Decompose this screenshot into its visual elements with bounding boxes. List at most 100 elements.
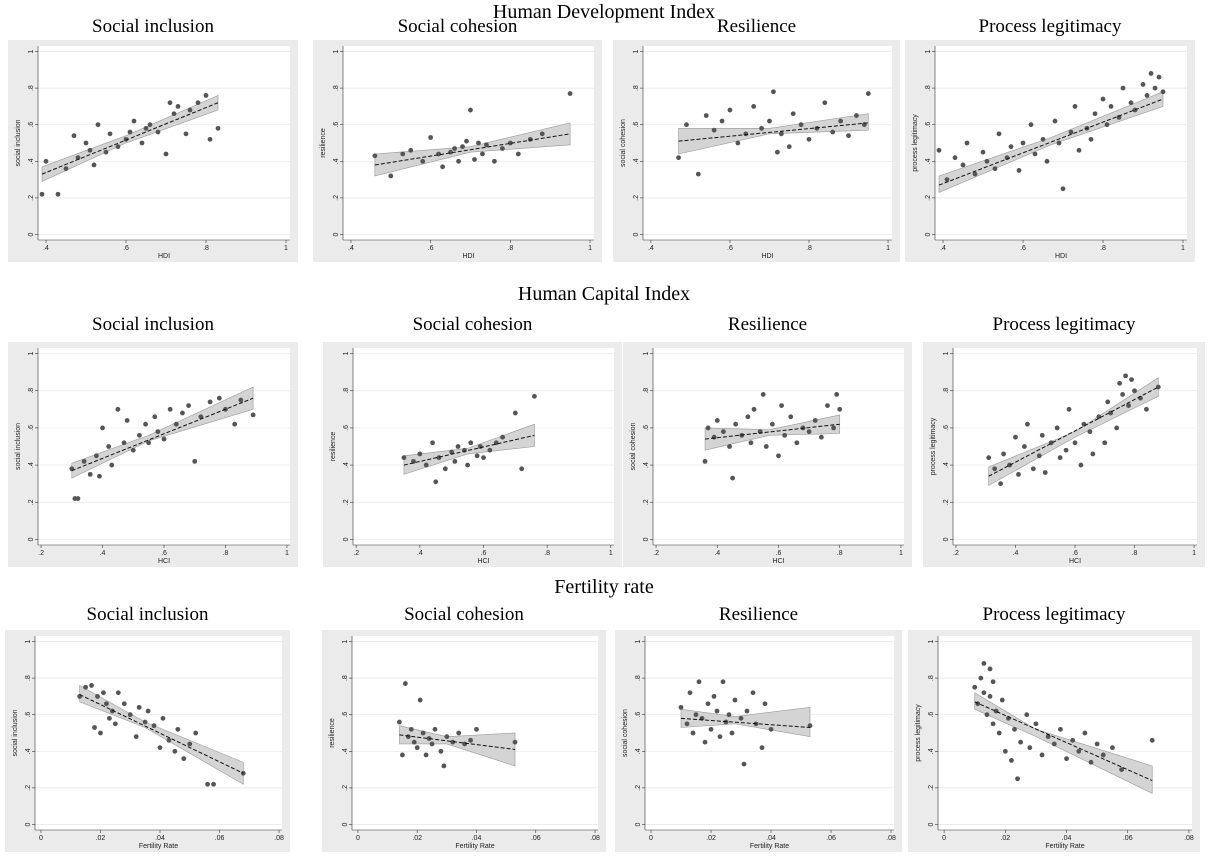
plot-area [953,348,1197,545]
point [865,91,871,96]
point [215,125,221,131]
point [183,131,189,137]
point [500,434,505,440]
point [115,690,121,696]
point [1016,471,1021,477]
x-tick-label: 1 [284,245,288,252]
point [512,410,518,416]
point [990,721,996,727]
fit-line [71,397,254,472]
point [1042,470,1048,475]
x-tick-label: 1 [609,550,613,557]
point [192,458,198,464]
y-tick-label: .6 [25,712,32,718]
x-tick-label: .8 [1100,245,1106,252]
panel: Social inclusion 0 .2 .4 .6 .8 1 0 .02 .04 .06 .08 F… [5,604,290,852]
y-axis-label: social inclusion [15,423,22,470]
y-tick-label: .2 [925,195,932,201]
y-tick-label: .6 [633,122,640,128]
point [684,122,689,128]
point [103,149,109,155]
point [807,723,813,729]
y-tick-label: 0 [25,822,32,826]
y-axis-label: social inclusion [15,119,22,166]
x-tick-label: .8 [507,245,513,252]
point [1078,462,1084,468]
point [730,475,735,481]
panel: Process legitimacy 0 .2 .4 .6 .8 1 .2 .4 .6 .8 1 HCI… [923,314,1205,567]
point [166,737,172,743]
plot-area [38,348,290,545]
point [143,421,148,427]
point [744,708,750,714]
point [732,697,738,703]
point [702,739,708,745]
x-tick-label: .02 [706,835,716,842]
x-tick-label: .6 [1072,550,1078,557]
point [142,719,148,725]
point [115,406,121,412]
point [408,726,414,732]
point [567,91,573,96]
point [769,421,775,427]
point [480,151,485,157]
point [161,436,167,442]
point [484,142,489,148]
point [814,125,820,131]
y-tick-label: 1 [25,639,32,643]
y-tick-label: 0 [342,822,349,826]
point [763,444,769,449]
point [743,131,749,137]
y-tick-label: .8 [28,388,35,394]
point [1088,136,1094,142]
point [1100,96,1106,102]
point [687,690,693,696]
y-tick-label: .6 [943,425,950,431]
point [1056,140,1062,146]
point [981,661,987,666]
y-tick-label: 0 [928,822,935,826]
point [216,395,222,401]
point [759,745,765,751]
section-title: Fertility rate [554,576,654,598]
point [462,741,468,747]
point [172,748,178,754]
point [751,406,757,412]
panel-title: Process legitimacy [983,604,1126,625]
point [95,693,100,699]
y-tick-label: .8 [943,388,950,394]
y-tick-label: .4 [925,158,932,164]
point [984,158,990,164]
point [721,429,726,435]
point [187,107,193,113]
fit-line [680,717,811,729]
point [211,781,216,787]
panel-title: Resilience [728,314,807,335]
point [186,403,191,409]
y-tick-label: .8 [925,85,932,91]
x-tick-label: .2 [953,550,959,557]
point [433,479,439,485]
x-tick-label: .4 [43,245,49,252]
panel-title: Social inclusion [92,16,214,37]
point [818,434,824,440]
y-tick-label: .2 [643,499,650,505]
point [788,414,794,420]
point [693,712,699,718]
x-tick-label: .08 [274,835,284,842]
point [43,158,49,164]
x-tick-label: .8 [1132,550,1138,557]
panel-title: Process legitimacy [979,16,1122,37]
point [1032,151,1038,157]
plot-area [38,46,290,240]
point [232,421,238,427]
point [1105,399,1111,405]
x-tick-label: .06 [215,835,225,842]
point [719,118,725,124]
point [452,146,457,151]
point [487,447,493,453]
x-tick-label: .4 [648,245,654,252]
y-tick-label: .4 [28,462,35,468]
x-tick-label: .4 [100,550,106,557]
x-tick-label: .6 [428,245,434,252]
